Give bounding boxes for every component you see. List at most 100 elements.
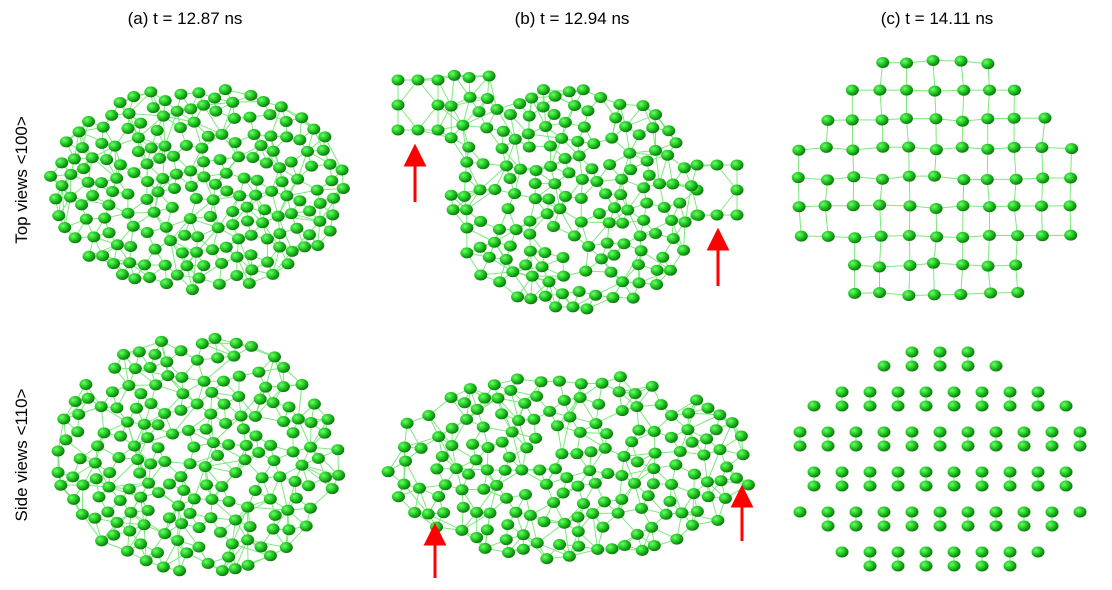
atom — [102, 200, 115, 211]
atom — [138, 419, 151, 430]
atom — [515, 464, 528, 475]
atom — [277, 381, 290, 392]
atom — [177, 485, 190, 496]
atom — [962, 347, 975, 358]
atom — [600, 428, 613, 439]
atom — [106, 186, 119, 197]
atom — [140, 194, 153, 205]
atom — [471, 404, 484, 415]
atom — [96, 250, 109, 261]
atom — [1060, 481, 1073, 492]
atom — [792, 145, 805, 156]
atom — [159, 260, 172, 271]
atom — [1074, 441, 1087, 452]
atom — [661, 150, 674, 161]
atom — [230, 270, 243, 281]
atom — [601, 468, 614, 479]
atom — [481, 93, 494, 104]
atom — [232, 151, 245, 162]
atom — [559, 191, 572, 202]
atom — [629, 388, 642, 399]
atom — [557, 271, 570, 282]
atom — [892, 467, 905, 478]
atom — [160, 356, 173, 367]
atom — [558, 518, 571, 529]
atom — [643, 170, 656, 181]
atom — [579, 266, 592, 277]
atom — [490, 104, 503, 115]
atom — [591, 544, 604, 555]
atom — [1046, 427, 1059, 438]
atom — [669, 459, 682, 470]
atom — [456, 120, 469, 131]
atom — [794, 507, 807, 518]
atom — [1004, 467, 1017, 478]
atom — [107, 530, 120, 541]
atom — [317, 145, 330, 156]
atom — [158, 141, 171, 152]
atom — [220, 168, 233, 179]
atom — [1004, 547, 1017, 558]
atom — [726, 417, 739, 428]
atom — [460, 157, 473, 168]
atom — [601, 238, 614, 249]
atom — [332, 470, 345, 481]
atom — [681, 424, 694, 435]
atom — [197, 100, 210, 111]
atom — [530, 165, 543, 176]
atom — [666, 179, 679, 190]
atom — [878, 507, 891, 518]
atom — [906, 521, 919, 532]
atom — [58, 222, 71, 233]
atom — [285, 156, 298, 167]
atom — [127, 91, 140, 102]
atom — [245, 230, 258, 241]
atom — [822, 507, 835, 518]
atom — [422, 509, 435, 520]
atom — [981, 113, 994, 124]
atom — [984, 288, 997, 299]
atom — [563, 411, 576, 422]
atom — [229, 514, 242, 525]
atom — [103, 467, 116, 478]
atom — [142, 505, 155, 516]
atom — [71, 426, 84, 437]
atom — [1074, 507, 1087, 518]
atom — [191, 398, 204, 409]
atom — [613, 99, 626, 110]
atom — [540, 553, 553, 564]
atom — [864, 481, 877, 492]
atom — [114, 431, 127, 442]
atom — [928, 171, 941, 182]
atom — [152, 487, 165, 498]
atom — [121, 208, 134, 219]
atom — [171, 106, 184, 117]
atom — [180, 140, 193, 151]
atom — [152, 419, 165, 430]
atom — [488, 237, 501, 248]
atom — [537, 84, 550, 95]
atom — [529, 178, 542, 189]
atom — [134, 388, 147, 399]
atom — [314, 198, 327, 209]
atom — [819, 200, 832, 211]
atom — [571, 481, 584, 492]
atom — [957, 174, 970, 185]
atom — [658, 202, 671, 213]
atom — [290, 223, 303, 234]
atom — [483, 507, 496, 518]
atom — [518, 398, 531, 409]
atom — [148, 207, 161, 218]
atom — [313, 216, 326, 227]
atom — [510, 224, 523, 235]
atom — [57, 414, 70, 425]
atom — [920, 547, 933, 558]
atom — [920, 481, 933, 492]
atom — [462, 469, 475, 480]
atom — [836, 401, 849, 412]
atom — [664, 265, 677, 276]
atom — [219, 84, 232, 95]
atom — [301, 146, 314, 157]
atom — [259, 382, 272, 393]
atom — [318, 131, 331, 142]
